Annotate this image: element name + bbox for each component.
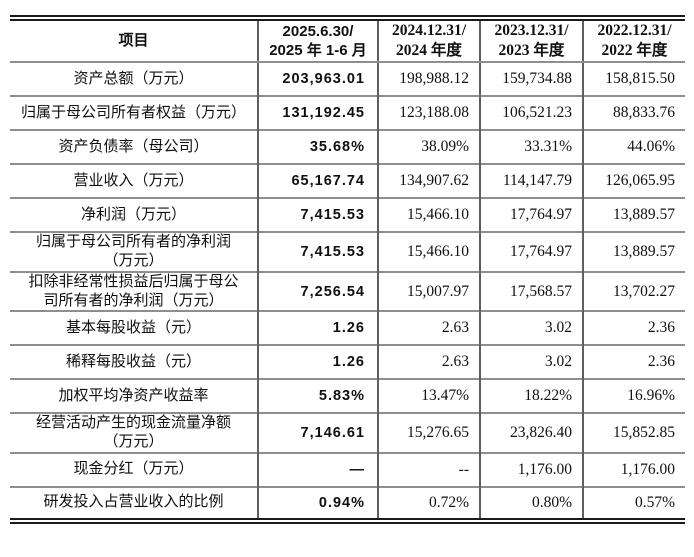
value-cell: 17,764.97: [479, 197, 583, 233]
value-cell: 33.31%: [479, 129, 583, 165]
value-cell: 13,889.57: [582, 231, 685, 272]
value-cell: 3.02: [479, 310, 583, 346]
value-cell: 23,826.40: [479, 412, 583, 453]
table-row: 归属于母公司所有者的净利润 （万元） 7,415.53 15,466.10 17…: [10, 231, 685, 272]
value-cell: 13.47%: [377, 378, 480, 414]
value-cell: 1.26: [257, 310, 378, 346]
value-cell: 0.57%: [582, 485, 685, 521]
value-cell: 158,815.50: [582, 62, 685, 97]
column-header-2024: 2024.12.31/ 2024 年度: [377, 18, 480, 64]
value-cell: 3.02: [479, 344, 583, 380]
value-cell: 123,188.08: [377, 95, 480, 131]
value-cell: 159,734.88: [479, 62, 583, 97]
table-row: 资产负债率（母公司） 35.68% 38.09% 33.31% 44.06%: [10, 129, 685, 165]
item-label: 营业收入（万元）: [10, 163, 258, 199]
value-cell: 0.80%: [479, 485, 583, 521]
value-cell: 1,176.00: [582, 451, 685, 487]
value-cell: 106,521.23: [479, 95, 583, 131]
item-label: 稀释每股收益（元）: [10, 344, 258, 380]
column-header-item: 项目: [10, 18, 258, 64]
item-label: 经营活动产生的现金流量净额 （万元）: [10, 412, 258, 453]
table-row: 稀释每股收益（元） 1.26 2.63 3.02 2.36: [10, 344, 685, 380]
item-label: 研发投入占营业收入的比例: [10, 485, 258, 521]
table-row: 资产总额（万元） 203,963.01 198,988.12 159,734.8…: [10, 62, 685, 97]
value-cell: 15,007.97: [377, 270, 480, 312]
item-label: 现金分红（万元）: [10, 451, 258, 487]
table-row: 现金分红（万元） — -- 1,176.00 1,176.00: [10, 451, 685, 487]
value-cell: 38.09%: [377, 129, 480, 165]
value-cell: 18.22%: [479, 378, 583, 414]
value-cell: 1,176.00: [479, 451, 583, 487]
item-label: 基本每股收益（元）: [10, 310, 258, 346]
item-label: 加权平均净资产收益率: [10, 378, 258, 414]
value-cell: 2.36: [582, 344, 685, 380]
value-cell: 5.83%: [257, 378, 378, 414]
value-cell: 114,147.79: [479, 163, 583, 199]
item-label: 扣除非经常性损益后归属于母公 司所有者的净利润（万元）: [10, 270, 258, 312]
value-cell: 13,889.57: [582, 197, 685, 233]
value-cell: 0.94%: [257, 485, 378, 521]
table-row: 归属于母公司所有者权益（万元） 131,192.45 123,188.08 10…: [10, 95, 685, 131]
table-row: 营业收入（万元） 65,167.74 134,907.62 114,147.79…: [10, 163, 685, 199]
value-cell: 15,852.85: [582, 412, 685, 453]
value-cell: --: [377, 451, 480, 487]
value-cell: 131,192.45: [257, 95, 378, 131]
value-cell: 134,907.62: [377, 163, 480, 199]
item-label: 净利润（万元）: [10, 197, 258, 233]
value-cell: 16.96%: [582, 378, 685, 414]
value-cell: 0.72%: [377, 485, 480, 521]
value-cell: 15,466.10: [377, 231, 480, 272]
column-header-2025h1: 2025.6.30/ 2025 年 1-6 月: [257, 18, 378, 64]
value-cell: 1.26: [257, 344, 378, 380]
value-cell: 7,415.53: [257, 231, 378, 272]
item-label: 归属于母公司所有者权益（万元）: [10, 95, 258, 131]
column-header-2023: 2023.12.31/ 2023 年度: [479, 18, 583, 64]
item-label: 资产负债率（母公司）: [10, 129, 258, 165]
table-row: 基本每股收益（元） 1.26 2.63 3.02 2.36: [10, 310, 685, 346]
column-header-2022: 2022.12.31/ 2022 年度: [582, 18, 685, 64]
table-row: 加权平均净资产收益率 5.83% 13.47% 18.22% 16.96%: [10, 378, 685, 414]
table-row: 净利润（万元） 7,415.53 15,466.10 17,764.97 13,…: [10, 197, 685, 233]
value-cell: 65,167.74: [257, 163, 378, 199]
value-cell: 7,415.53: [257, 197, 378, 233]
value-cell: 2.36: [582, 310, 685, 346]
financial-summary-table: 项目 2025.6.30/ 2025 年 1-6 月 2024.12.31/ 2…: [10, 15, 685, 524]
value-cell: 15,276.65: [377, 412, 480, 453]
value-cell: 198,988.12: [377, 62, 480, 97]
value-cell: 2.63: [377, 344, 480, 380]
value-cell: 2.63: [377, 310, 480, 346]
value-cell: 88,833.76: [582, 95, 685, 131]
table-row: 经营活动产生的现金流量净额 （万元） 7,146.61 15,276.65 23…: [10, 412, 685, 453]
value-cell: 17,764.97: [479, 231, 583, 272]
value-cell: —: [257, 451, 378, 487]
item-label: 归属于母公司所有者的净利润 （万元）: [10, 231, 258, 272]
item-label: 资产总额（万元）: [73, 69, 194, 87]
value-cell: 44.06%: [582, 129, 685, 165]
header-row: 项目 2025.6.30/ 2025 年 1-6 月 2024.12.31/ 2…: [10, 18, 685, 64]
table-row: 研发投入占营业收入的比例 0.94% 0.72% 0.80% 0.57%: [10, 485, 685, 521]
value-cell: 7,146.61: [257, 412, 378, 453]
value-cell: 17,568.57: [479, 270, 583, 312]
value-cell: 35.68%: [257, 129, 378, 165]
value-cell: 13,702.27: [582, 270, 685, 312]
value-cell: 7,256.54: [257, 270, 378, 312]
value-cell: 126,065.95: [582, 163, 685, 199]
table-row: 扣除非经常性损益后归属于母公 司所有者的净利润（万元） 7,256.54 15,…: [10, 270, 685, 312]
value-cell: 203,963.01: [257, 62, 378, 97]
value-cell: 15,466.10: [377, 197, 480, 233]
